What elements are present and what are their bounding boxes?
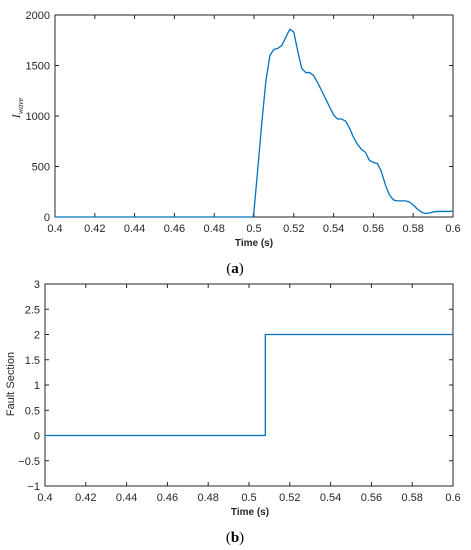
chart-b-xtick-label: 0.58 — [401, 492, 422, 504]
chart-b-ylabel: Fault Section — [5, 352, 17, 416]
chart-b-ytick-label: 2.5 — [25, 304, 40, 316]
chart-a: 0.4 0.42 0.44 0.46 0.48 0.5 0.52 0.54 0.56 0.58 0.… — [9, 10, 461, 277]
chart-a-xtick-label: 0.48 — [203, 223, 224, 235]
chart-a-series-line — [55, 28, 454, 218]
chart-a-xtick-label: 0.42 — [84, 223, 105, 235]
chart-b-xlabel: Time (s) — [231, 507, 269, 518]
chart-b-ytick-label: 0.5 — [25, 405, 40, 417]
chart-b-xtick-label: 0.4 — [37, 492, 52, 504]
chart-b-xtick-label: 0.44 — [116, 492, 137, 504]
chart-a-xtick-label: 0.4 — [47, 223, 62, 235]
chart-b-xtick-label: 0.6 — [445, 492, 460, 504]
chart-b-caption: (b) — [226, 530, 244, 546]
chart-b-ytick-label: −0.5 — [18, 456, 40, 468]
chart-a-ytick-label: 1500 — [26, 61, 50, 73]
chart-b: 0.4 0.42 0.44 0.46 0.48 0.5 0.52 0.54 0.56 0.58 0.… — [5, 279, 461, 546]
chart-a-xtick-label: 0.6 — [445, 223, 460, 235]
chart-a-xtick-label: 0.46 — [164, 223, 185, 235]
chart-a-ytick-label: 2000 — [26, 10, 50, 22]
chart-a-ytick-label: 500 — [32, 162, 50, 174]
chart-b-xtick-label: 0.5 — [241, 492, 256, 504]
chart-b-xtick-label: 0.54 — [320, 492, 341, 504]
chart-b-ytick-label: 2 — [34, 330, 40, 342]
chart-a-series-group — [55, 28, 454, 218]
chart-a-frame — [54, 14, 454, 218]
chart-b-ytick-label: 1.5 — [25, 355, 40, 367]
chart-b-ticks: 0.4 0.42 0.44 0.46 0.48 0.5 0.52 0.54 0.56 0.58 0.… — [18, 279, 460, 504]
chart-a-xtick-label: 0.5 — [246, 223, 261, 235]
chart-a-caption: (a) — [226, 261, 244, 277]
chart-a-xtick-label: 0.56 — [363, 223, 384, 235]
chart-a-xtick-label: 0.58 — [402, 223, 423, 235]
chart-b-ytick-label: 1 — [34, 380, 40, 392]
chart-b-xtick-label: 0.42 — [75, 492, 96, 504]
chart-b-xtick-label: 0.56 — [361, 492, 382, 504]
chart-b-xtick-label: 0.52 — [279, 492, 300, 504]
chart-b-xtick-label: 0.48 — [197, 492, 218, 504]
chart-a-ticks: 0.4 0.42 0.44 0.46 0.48 0.5 0.52 0.54 0.56 0.58 0.… — [26, 10, 461, 235]
chart-b-ytick-label: 3 — [34, 279, 40, 291]
chart-b-ytick-label: −1 — [27, 481, 40, 493]
chart-a-xtick-label: 0.54 — [323, 223, 344, 235]
chart-b-series-group — [45, 333, 453, 437]
chart-b-frame — [44, 283, 454, 487]
chart-a-ytick-label: 1000 — [26, 111, 50, 123]
chart-a-xlabel: Time (s) — [235, 238, 273, 249]
chart-a-ytick-label: 0 — [44, 212, 50, 224]
chart-b-series-line — [45, 333, 453, 437]
chart-a-ylabel: Iwave — [9, 97, 25, 119]
chart-b-ytick-label: 0 — [34, 431, 40, 443]
chart-b-xtick-label: 0.46 — [157, 492, 178, 504]
chart-a-xtick-label: 0.44 — [124, 223, 145, 235]
chart-a-xtick-label: 0.52 — [283, 223, 304, 235]
